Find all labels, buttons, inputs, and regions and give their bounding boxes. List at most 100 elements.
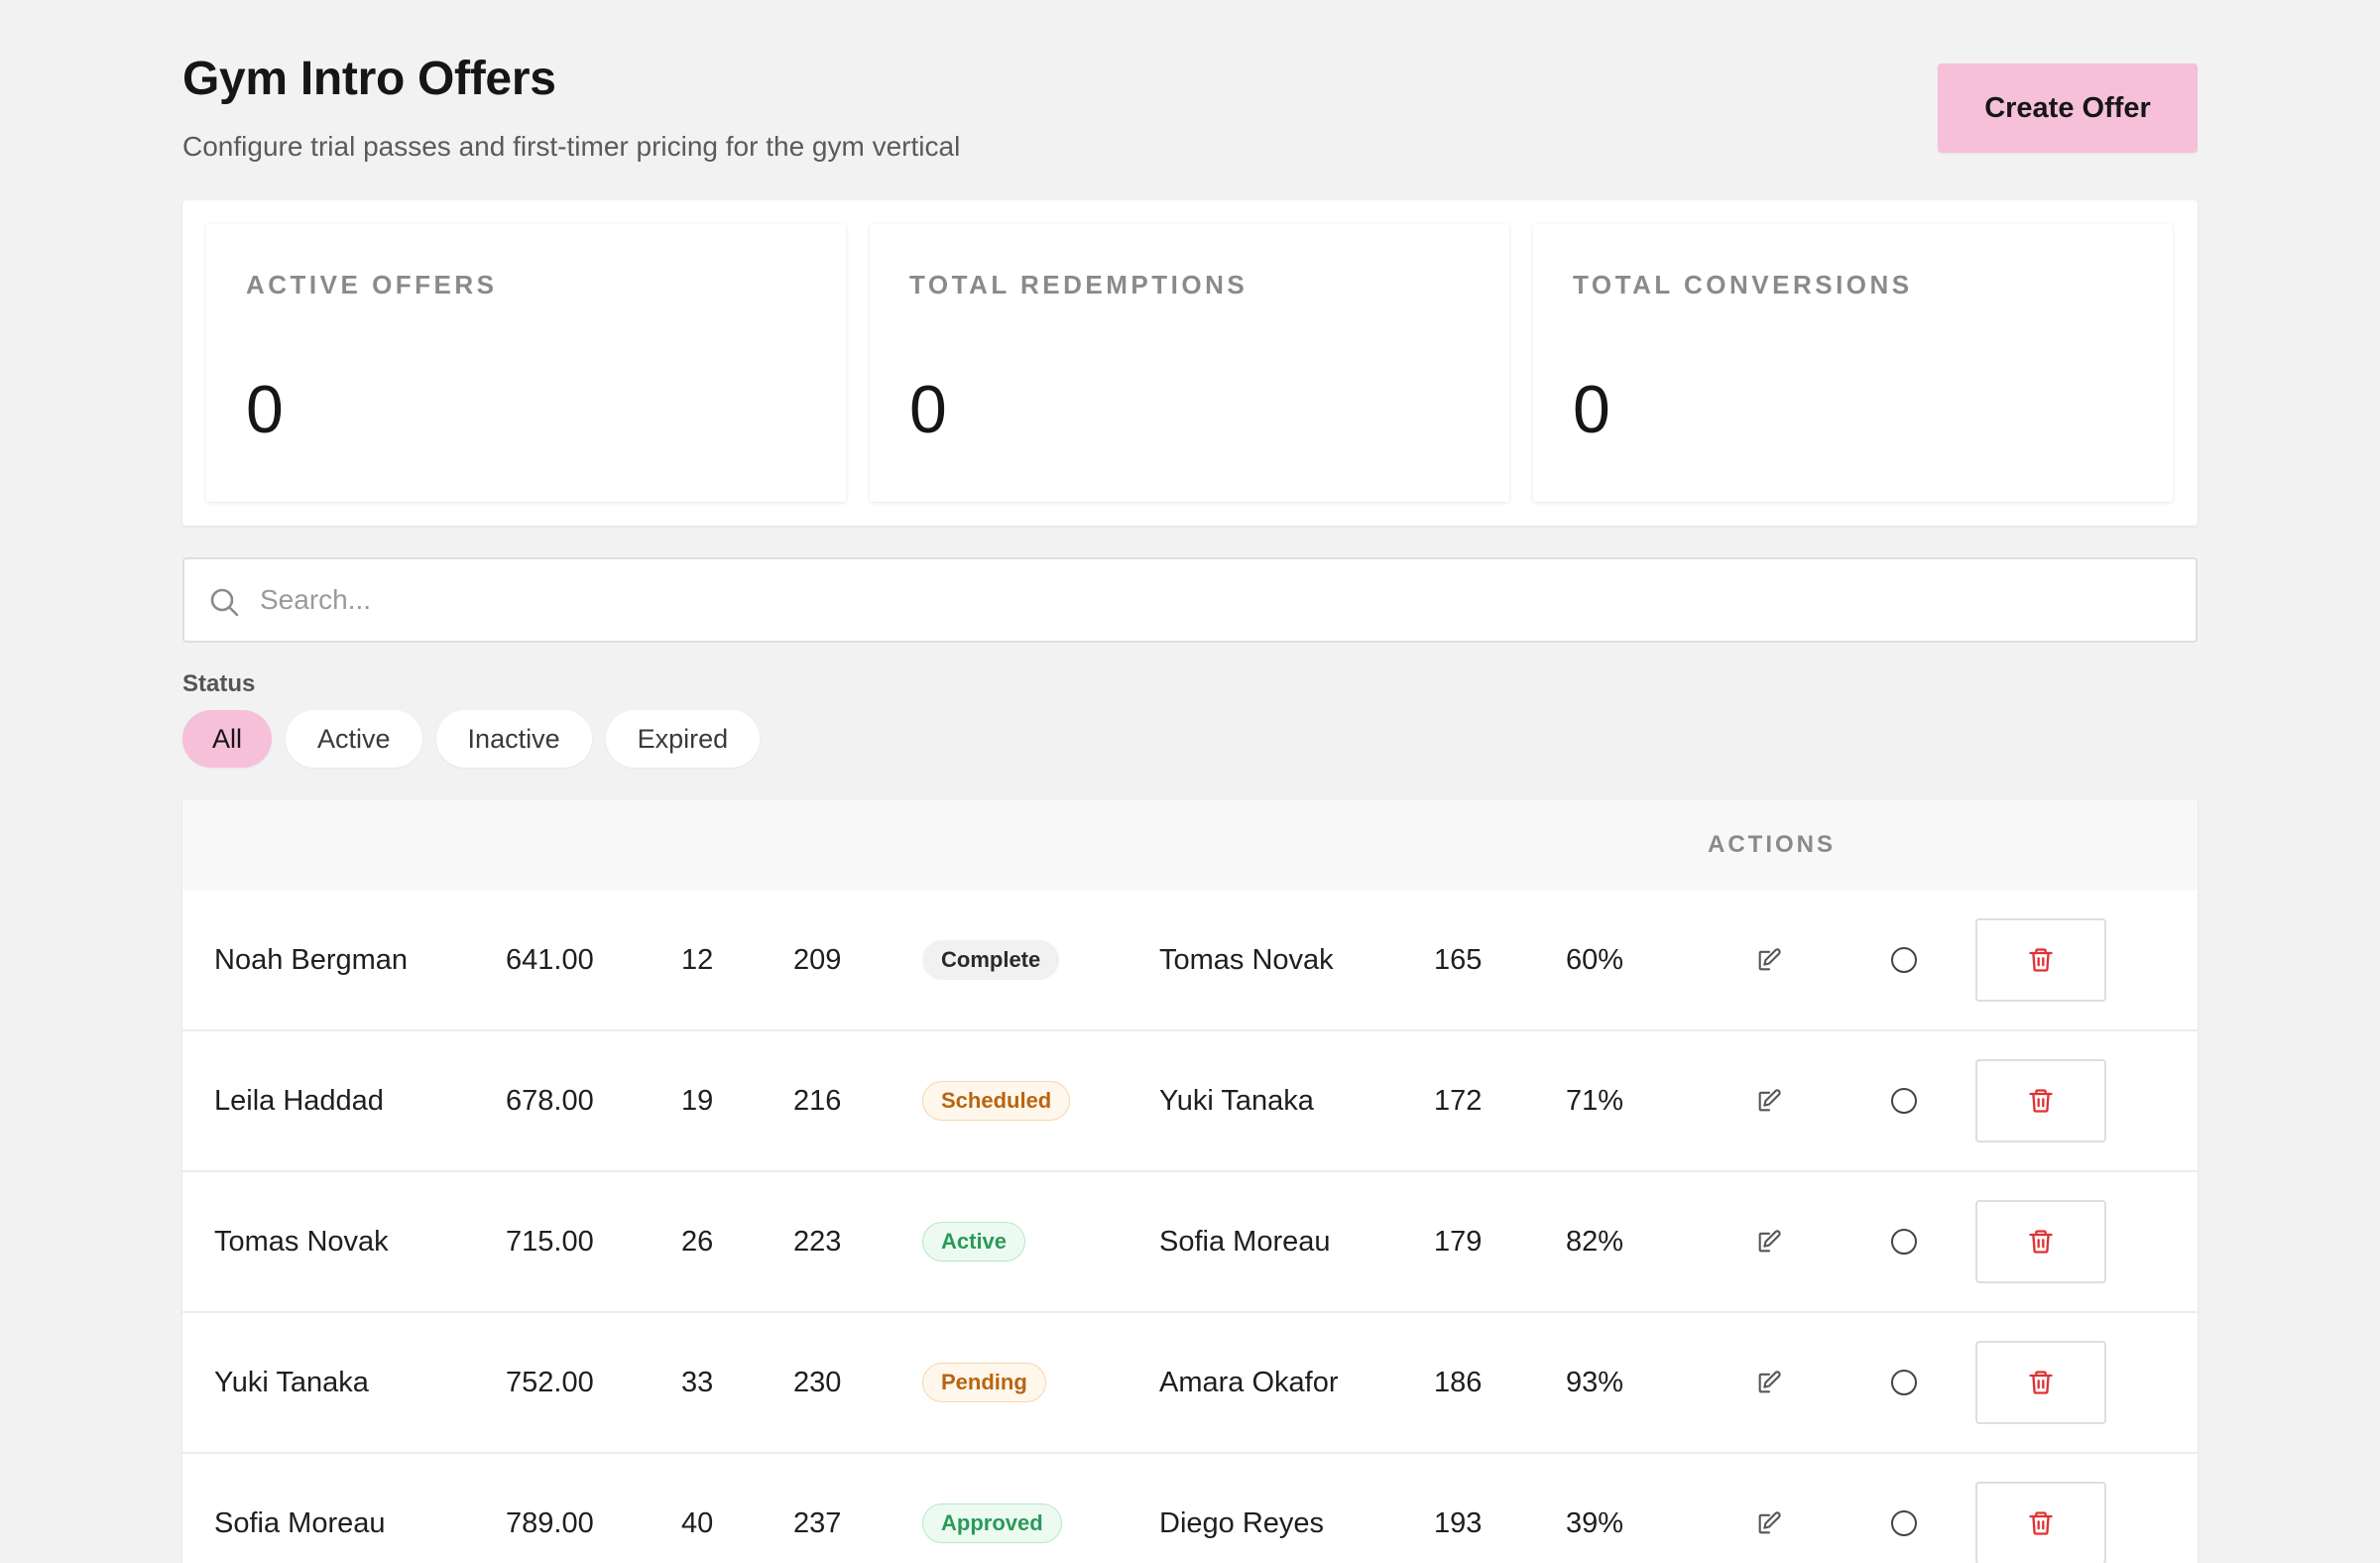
cell-col4: 237 — [793, 1506, 842, 1539]
table-header: ACTIONS — [182, 799, 2198, 891]
toggle-status-button[interactable] — [1884, 1081, 1924, 1121]
cell-price: 715.00 — [506, 1225, 594, 1258]
cell-col7: 172 — [1434, 1084, 1483, 1117]
cell-price: 752.00 — [506, 1366, 594, 1398]
cell-percent: 82% — [1566, 1225, 1624, 1258]
offers-table: ACTIONS Noah Bergman 641.00 12 209 Compl… — [182, 799, 2198, 1563]
cell-col4: 209 — [793, 943, 842, 976]
page-subtitle: Configure trial passes and first-timer p… — [182, 131, 961, 162]
status-filter-label: Status — [182, 670, 256, 697]
filter-chip-inactive[interactable]: Inactive — [435, 710, 592, 768]
cell-percent: 93% — [1566, 1366, 1624, 1398]
cell-price: 641.00 — [506, 943, 594, 976]
cell-name: Sofia Moreau — [214, 1506, 386, 1539]
cell-price: 789.00 — [506, 1506, 594, 1539]
cell-col3: 33 — [681, 1366, 714, 1398]
cell-col7: 179 — [1434, 1225, 1483, 1258]
actions-column-header: ACTIONS — [1708, 831, 1836, 858]
cell-percent: 60% — [1566, 943, 1624, 976]
cell-status: Pending — [922, 1313, 1046, 1452]
filter-chip-all[interactable]: All — [182, 710, 273, 768]
delete-button[interactable] — [1975, 1059, 2106, 1142]
cell-col4: 216 — [793, 1084, 842, 1117]
search-box — [182, 557, 2198, 643]
cell-col7: 165 — [1434, 943, 1483, 976]
delete-button[interactable] — [1975, 918, 2106, 1002]
cell-status: Scheduled — [922, 1031, 1071, 1170]
cell-owner: Sofia Moreau — [1159, 1225, 1331, 1258]
cell-owner: Diego Reyes — [1159, 1506, 1325, 1539]
edit-icon — [1758, 1511, 1781, 1534]
circle-icon — [1891, 947, 1917, 973]
delete-button[interactable] — [1975, 1482, 2106, 1563]
edit-button[interactable] — [1749, 940, 1789, 980]
toggle-status-button[interactable] — [1884, 1503, 1924, 1543]
edit-button[interactable] — [1749, 1363, 1789, 1402]
cell-owner: Amara Okafor — [1159, 1366, 1339, 1398]
delete-button[interactable] — [1975, 1200, 2106, 1283]
filter-chip-active[interactable]: Active — [286, 710, 422, 768]
trash-icon — [2029, 1230, 2053, 1254]
status-badge: Active — [922, 1222, 1026, 1262]
circle-icon — [1891, 1370, 1917, 1395]
page-title: Gym Intro Offers — [182, 53, 556, 105]
stat-card-total-redemptions: TOTAL REDEMPTIONS 0 — [870, 224, 1509, 502]
edit-icon — [1758, 1089, 1781, 1112]
edit-icon — [1758, 1371, 1781, 1393]
edit-button[interactable] — [1749, 1081, 1789, 1121]
stat-card-active-offers: ACTIVE OFFERS 0 — [206, 224, 846, 502]
toggle-status-button[interactable] — [1884, 1363, 1924, 1402]
stat-label: TOTAL REDEMPTIONS — [909, 270, 1249, 300]
stat-label: ACTIVE OFFERS — [246, 270, 498, 300]
stat-label: TOTAL CONVERSIONS — [1573, 270, 1913, 300]
stats-panel: ACTIVE OFFERS 0 TOTAL REDEMPTIONS 0 TOTA… — [182, 200, 2198, 526]
filter-chip-expired[interactable]: Expired — [605, 710, 761, 768]
cell-name: Yuki Tanaka — [214, 1366, 369, 1398]
cell-name: Tomas Novak — [214, 1225, 389, 1258]
trash-icon — [2029, 1089, 2053, 1113]
status-filter-chips: All Active Inactive Expired — [182, 710, 761, 768]
cell-col3: 12 — [681, 943, 714, 976]
cell-col4: 223 — [793, 1225, 842, 1258]
cell-name: Noah Bergman — [214, 943, 409, 976]
trash-icon — [2029, 948, 2053, 972]
cell-percent: 71% — [1566, 1084, 1624, 1117]
cell-col3: 19 — [681, 1084, 714, 1117]
trash-icon — [2029, 1511, 2053, 1535]
delete-button[interactable] — [1975, 1341, 2106, 1424]
cell-col4: 230 — [793, 1366, 842, 1398]
table-row: Yuki Tanaka 752.00 33 230 Pending Amara … — [182, 1313, 2198, 1454]
edit-button[interactable] — [1749, 1222, 1789, 1262]
search-input[interactable] — [260, 559, 2174, 641]
table-row: Noah Bergman 641.00 12 209 Complete Toma… — [182, 891, 2198, 1031]
cell-percent: 39% — [1566, 1506, 1624, 1539]
stat-value: 0 — [1573, 372, 1610, 447]
circle-icon — [1891, 1229, 1917, 1255]
stat-card-total-conversions: TOTAL CONVERSIONS 0 — [1533, 224, 2173, 502]
cell-status: Complete — [922, 891, 1060, 1029]
search-icon — [210, 588, 239, 617]
stat-value: 0 — [246, 372, 284, 447]
toggle-status-button[interactable] — [1884, 940, 1924, 980]
stat-value: 0 — [909, 372, 947, 447]
create-offer-button[interactable]: Create Offer — [1938, 63, 2198, 153]
cell-name: Leila Haddad — [214, 1084, 384, 1117]
table-row: Tomas Novak 715.00 26 223 Active Sofia M… — [182, 1172, 2198, 1313]
status-badge: Approved — [922, 1503, 1062, 1543]
edit-icon — [1758, 1230, 1781, 1253]
cell-col7: 186 — [1434, 1366, 1483, 1398]
cell-col3: 26 — [681, 1225, 714, 1258]
status-badge: Complete — [922, 940, 1060, 980]
toggle-status-button[interactable] — [1884, 1222, 1924, 1262]
circle-icon — [1891, 1510, 1917, 1536]
edit-button[interactable] — [1749, 1503, 1789, 1543]
cell-status: Active — [922, 1172, 1026, 1311]
status-badge: Pending — [922, 1363, 1046, 1402]
circle-icon — [1891, 1088, 1917, 1114]
cell-owner: Tomas Novak — [1159, 943, 1334, 976]
cell-status: Approved — [922, 1454, 1062, 1563]
cell-owner: Yuki Tanaka — [1159, 1084, 1314, 1117]
cell-price: 678.00 — [506, 1084, 594, 1117]
trash-icon — [2029, 1371, 2053, 1394]
